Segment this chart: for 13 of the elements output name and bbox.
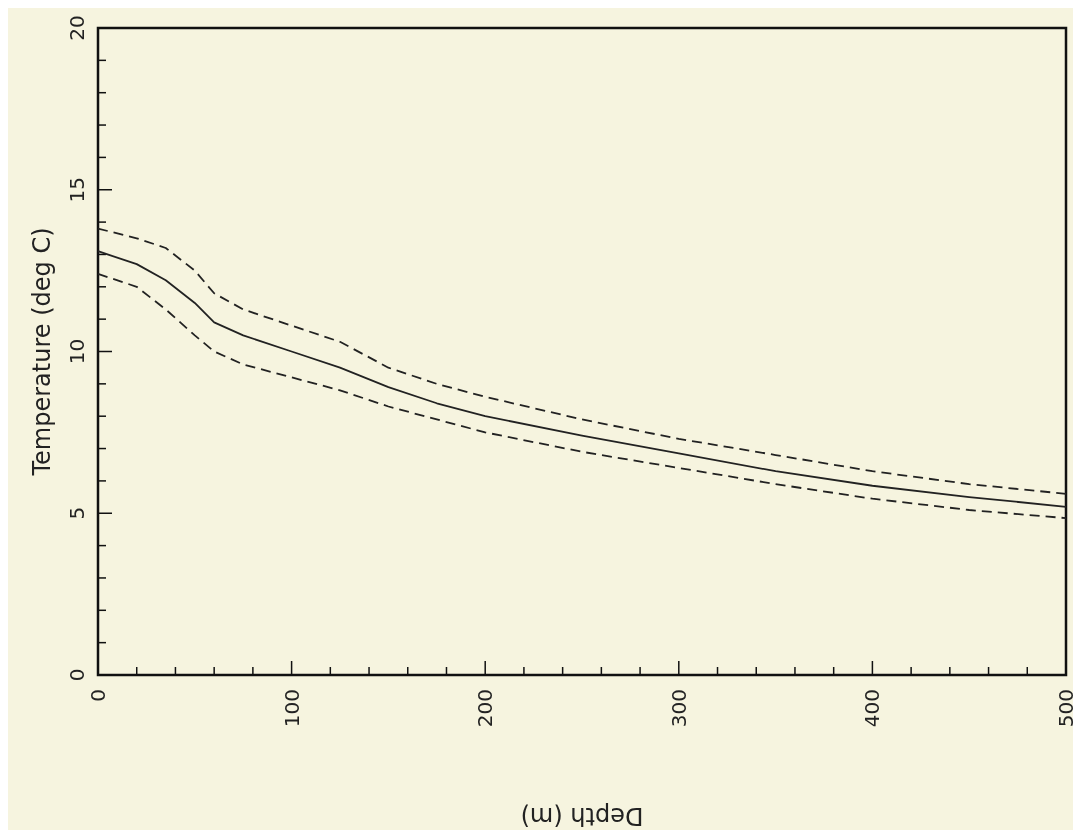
x-axis-title: Depth (m) <box>520 802 644 830</box>
y-tick-label: 5 <box>65 506 89 520</box>
y-tick-label: 20 <box>65 15 89 41</box>
y-tick-label: 15 <box>65 177 89 203</box>
x-tick-label: 0 <box>86 689 110 702</box>
x-tick-label: 400 <box>860 689 885 728</box>
y-tick-label: 0 <box>65 668 89 682</box>
x-tick-label: 200 <box>473 689 498 728</box>
y-axis-title: Temperature (deg C) <box>28 227 56 477</box>
x-tick-label: 500 <box>1054 689 1073 728</box>
x-tick-label: 100 <box>279 689 304 728</box>
x-tick-label: 300 <box>666 689 691 728</box>
y-tick-label: 10 <box>65 338 89 365</box>
